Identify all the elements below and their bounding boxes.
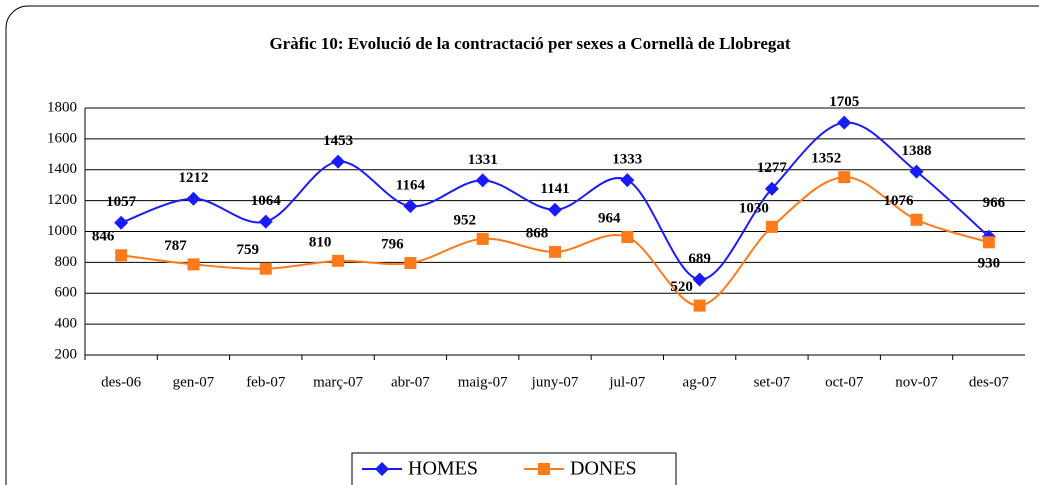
marker	[332, 254, 345, 267]
marker	[186, 191, 201, 206]
x-tick-label: maig-07	[458, 374, 508, 390]
y-tick-label: 600	[55, 285, 78, 301]
x-tick-label: juny-07	[531, 374, 579, 390]
marker	[476, 232, 489, 245]
y-tick-label: 1400	[47, 161, 77, 177]
data-label: 1141	[540, 181, 569, 197]
chart-frame	[5, 5, 1039, 485]
data-label: 1352	[811, 151, 841, 167]
marker	[764, 181, 779, 196]
legend-label: DONES	[570, 458, 637, 480]
marker	[115, 249, 128, 262]
y-tick-label: 1800	[47, 99, 77, 115]
data-label: 930	[978, 256, 1001, 272]
data-label: 1057	[106, 194, 137, 210]
marker	[538, 463, 550, 475]
data-label: 868	[526, 225, 549, 241]
marker	[982, 236, 995, 249]
marker	[258, 214, 273, 229]
x-tick-label: març-07	[313, 374, 363, 390]
marker	[693, 299, 706, 312]
y-tick-label: 800	[55, 254, 78, 270]
marker	[375, 462, 389, 476]
marker	[837, 115, 852, 130]
data-label: 964	[598, 210, 621, 226]
marker	[692, 272, 707, 287]
marker	[331, 154, 346, 169]
data-label: 810	[309, 234, 332, 250]
x-tick-label: des-07	[969, 374, 1009, 390]
data-label: 1164	[396, 178, 426, 194]
data-label: 689	[688, 251, 711, 267]
data-label: 1331	[468, 152, 498, 168]
marker	[549, 245, 561, 258]
marker	[404, 256, 417, 269]
marker	[765, 220, 778, 233]
marker	[621, 231, 634, 244]
x-tick-label: ag-07	[683, 374, 718, 390]
data-label: 796	[381, 236, 404, 252]
x-tick-label: jul-07	[608, 374, 645, 390]
marker	[259, 262, 272, 275]
data-label: 1277	[757, 160, 788, 176]
marker	[620, 173, 635, 188]
data-label: 759	[237, 242, 260, 258]
marker	[838, 171, 851, 184]
marker	[187, 258, 200, 271]
y-tick-label: 1600	[47, 130, 77, 146]
data-label: 1453	[323, 133, 353, 149]
marker	[909, 164, 924, 179]
legend-box	[351, 452, 677, 485]
x-tick-label: abr-07	[391, 374, 430, 390]
data-label: 520	[670, 279, 693, 295]
y-tick-label: 1000	[47, 223, 77, 239]
marker	[548, 202, 562, 217]
data-label: 1076	[884, 193, 915, 209]
x-tick-label: feb-07	[246, 374, 286, 390]
data-label: 846	[92, 229, 115, 245]
data-label: 1705	[829, 94, 859, 110]
y-tick-label: 400	[55, 316, 78, 332]
data-label: 966	[983, 195, 1006, 211]
data-label: 952	[453, 212, 476, 228]
marker	[114, 215, 129, 230]
data-label: 1212	[178, 170, 208, 186]
x-tick-label: oct-07	[825, 374, 864, 390]
marker	[910, 213, 923, 226]
data-label: 1388	[902, 143, 932, 159]
x-tick-label: set-07	[754, 374, 791, 390]
marker	[403, 199, 418, 214]
legend-label: HOMES	[408, 458, 478, 480]
chart-title: Gràfic 10: Evolució de la contractació p…	[269, 34, 790, 53]
data-label: 1333	[612, 152, 642, 168]
data-label: 787	[164, 238, 187, 254]
x-tick-label: gen-07	[173, 374, 215, 390]
data-label: 1064	[251, 193, 282, 209]
x-tick-label: nov-07	[895, 374, 938, 390]
marker	[475, 173, 490, 188]
y-tick-label: 1200	[47, 192, 77, 208]
y-tick-label: 200	[55, 346, 78, 362]
x-tick-label: des-06	[101, 374, 141, 390]
data-label: 1030	[739, 200, 769, 216]
